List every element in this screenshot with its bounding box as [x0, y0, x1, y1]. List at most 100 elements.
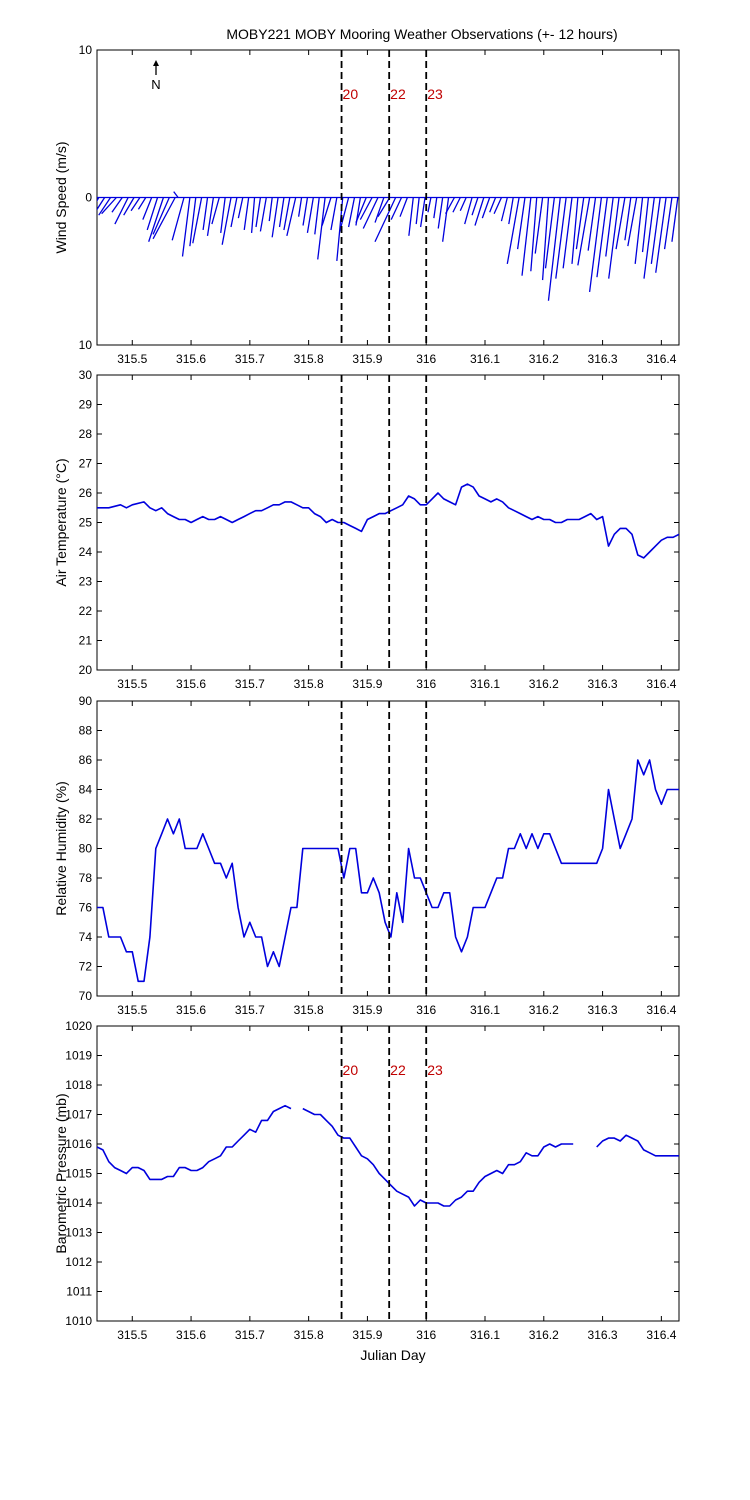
y-tick-label: 30 — [79, 368, 93, 382]
y-tick-label: 1019 — [65, 1049, 92, 1063]
x-tick-label: 316.3 — [588, 352, 618, 366]
wind-vector — [596, 197, 608, 278]
wind-vector — [286, 197, 297, 236]
wind-vector — [506, 197, 520, 264]
wind-vector — [442, 197, 450, 242]
x-tick-label: 316.1 — [470, 1328, 500, 1342]
x-tick-label: 316.1 — [470, 352, 500, 366]
wind-vector — [243, 197, 250, 231]
panel-2: 315.5 315.6 315.7 315.8 315.9 316 316.1 316.2 31… — [53, 368, 680, 691]
wind-vector — [643, 197, 655, 279]
y-tick-label: 28 — [79, 427, 93, 441]
wind-vector — [650, 197, 661, 264]
y-tick-label: 1010 — [65, 1314, 92, 1328]
wind-vector — [189, 197, 197, 247]
wind-vector — [192, 197, 203, 244]
x-tick-label: 316.4 — [646, 1003, 676, 1017]
wind-vector — [634, 197, 644, 264]
y-tick-label: 76 — [79, 901, 93, 915]
wind-vector — [278, 197, 285, 228]
wind-vector — [627, 197, 638, 247]
x-tick-label: 315.7 — [235, 677, 265, 691]
x-tick-label: 315.7 — [235, 1003, 265, 1017]
wind-vector — [437, 197, 444, 229]
wind-vector — [577, 197, 591, 266]
wind-vector — [521, 197, 532, 276]
x-tick-label: 315.5 — [117, 677, 147, 691]
x-tick-label: 316.2 — [529, 1328, 559, 1342]
marker-label: 23 — [427, 86, 443, 102]
marker-label: 20 — [343, 1062, 359, 1078]
wind-vector — [374, 197, 385, 223]
wind-vector — [302, 197, 309, 226]
wind-vector — [221, 197, 232, 245]
wind-vector — [481, 197, 491, 219]
x-tick-label: 315.8 — [294, 677, 324, 691]
wind-vector — [148, 197, 165, 242]
wind-vector — [534, 197, 544, 254]
y-tick-label: 70 — [79, 989, 93, 1003]
x-tick-label: 316.4 — [646, 1328, 676, 1342]
wind-vector — [211, 197, 220, 225]
x-tick-label: 315.7 — [235, 1328, 265, 1342]
marker-label: 23 — [427, 1062, 443, 1078]
wind-vector — [98, 197, 112, 216]
y-tick-label: 1014 — [65, 1196, 92, 1210]
wind-vector — [137, 197, 147, 210]
x-tick-label: 315.5 — [117, 1328, 147, 1342]
y-tick-label: 29 — [79, 398, 93, 412]
wind-vector — [146, 197, 159, 231]
wind-vector — [152, 197, 176, 240]
wind-vector — [250, 197, 256, 233]
wind-vector — [374, 197, 397, 243]
wind-vector — [220, 197, 226, 233]
wind-vector — [259, 197, 267, 232]
x-tick-label: 315.6 — [176, 1003, 206, 1017]
wind-vector — [655, 197, 667, 273]
y-tick-label: 74 — [79, 930, 93, 944]
wind-vector — [541, 197, 550, 281]
wind-vector — [314, 197, 320, 235]
y-tick-label: 84 — [79, 783, 93, 797]
figure-title: MOBY221 MOBY Mooring Weather Observation… — [226, 26, 617, 42]
y-tick-label: 10 — [79, 43, 93, 57]
wind-vector — [297, 197, 303, 217]
wind-vector — [445, 197, 456, 215]
wind-vector — [508, 197, 514, 225]
x-tick-label: 316.4 — [646, 677, 676, 691]
wind-vector — [516, 197, 526, 250]
wind-vector — [130, 197, 141, 212]
wind-vector — [181, 197, 191, 257]
x-tick-label: 315.9 — [352, 677, 382, 691]
x-tick-label: 316.2 — [529, 677, 559, 691]
y-tick-label: 78 — [79, 871, 93, 885]
panel-3: 315.5 315.6 315.7 315.8 315.9 316 316.1 316.2 31… — [53, 694, 680, 1017]
wind-vector — [359, 197, 373, 220]
x-tick-label: 316 — [416, 1328, 436, 1342]
wind-vector — [390, 197, 403, 220]
wind-vector — [562, 197, 573, 269]
y-tick-label: 1020 — [65, 1019, 92, 1033]
wind-vector — [317, 197, 326, 260]
wind-vector — [489, 197, 497, 213]
y-tick-label: 20 — [79, 663, 93, 677]
wind-vector — [173, 191, 179, 198]
wind-vector — [114, 197, 129, 225]
y-tick-label: 26 — [79, 486, 93, 500]
y-tick-label: 1011 — [66, 1285, 92, 1299]
wind-vector — [608, 197, 620, 279]
y-tick-label: 10 — [79, 338, 93, 352]
x-tick-label: 316.2 — [529, 1003, 559, 1017]
x-tick-label: 315.9 — [352, 1003, 382, 1017]
wind-vector — [271, 197, 279, 238]
wind-vector — [500, 197, 508, 222]
north-arrow-head — [153, 60, 159, 66]
wind-vector — [433, 197, 438, 219]
wind-vector — [399, 197, 409, 217]
y-tick-label: 1015 — [65, 1167, 92, 1181]
y-tick-label: 1018 — [65, 1078, 92, 1092]
y-tick-label: 1013 — [65, 1226, 92, 1240]
y-tick-label: 90 — [79, 694, 93, 708]
